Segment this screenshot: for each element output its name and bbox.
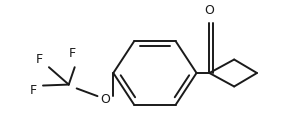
Text: F: F bbox=[36, 53, 43, 66]
Text: F: F bbox=[29, 84, 37, 97]
Text: F: F bbox=[69, 47, 76, 60]
Text: O: O bbox=[204, 4, 214, 17]
Text: O: O bbox=[101, 93, 110, 107]
